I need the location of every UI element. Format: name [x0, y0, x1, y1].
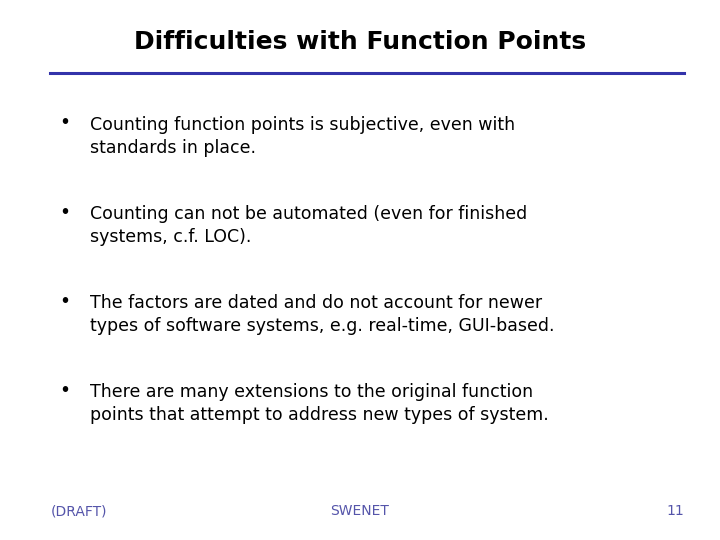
- Text: Counting can not be automated (even for finished
systems, c.f. LOC).: Counting can not be automated (even for …: [90, 205, 527, 246]
- Text: (DRAFT): (DRAFT): [50, 504, 107, 518]
- Text: •: •: [59, 113, 71, 132]
- Text: Counting function points is subjective, even with
standards in place.: Counting function points is subjective, …: [90, 116, 515, 157]
- Text: Difficulties with Function Points: Difficulties with Function Points: [134, 30, 586, 53]
- Text: •: •: [59, 292, 71, 310]
- Text: 11: 11: [666, 504, 684, 518]
- Text: The factors are dated and do not account for newer
types of software systems, e.: The factors are dated and do not account…: [90, 294, 554, 335]
- Text: •: •: [59, 381, 71, 400]
- Text: There are many extensions to the original function
points that attempt to addres: There are many extensions to the origina…: [90, 383, 549, 424]
- Text: •: •: [59, 202, 71, 221]
- Text: SWENET: SWENET: [330, 504, 390, 518]
